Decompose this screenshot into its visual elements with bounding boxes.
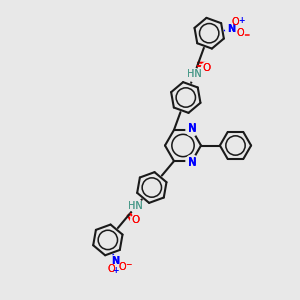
Text: N: N <box>227 24 235 34</box>
Text: O: O <box>232 16 239 27</box>
Text: −: − <box>243 31 249 40</box>
Text: HN: HN <box>187 69 202 79</box>
Circle shape <box>226 24 236 35</box>
Text: O: O <box>132 215 140 225</box>
Text: N: N <box>111 256 119 266</box>
Circle shape <box>186 124 198 136</box>
Circle shape <box>230 16 242 28</box>
Text: +: + <box>238 16 244 25</box>
Circle shape <box>186 155 198 167</box>
Text: O: O <box>132 215 140 225</box>
Circle shape <box>202 62 212 73</box>
Text: +: + <box>112 266 119 275</box>
Text: N: N <box>188 158 197 168</box>
Text: −: − <box>125 260 131 269</box>
Text: O: O <box>203 62 211 73</box>
Text: O: O <box>232 16 239 27</box>
Text: −: − <box>243 31 249 40</box>
Text: +: + <box>112 266 119 275</box>
Text: N: N <box>111 256 119 266</box>
Circle shape <box>110 255 121 266</box>
Text: O: O <box>119 262 127 272</box>
Text: O: O <box>203 62 211 73</box>
Text: N: N <box>188 157 197 167</box>
Circle shape <box>188 68 201 82</box>
Text: HN: HN <box>128 201 143 211</box>
Text: O: O <box>107 264 115 274</box>
Text: N: N <box>188 124 197 134</box>
Text: +: + <box>238 16 244 25</box>
Text: N: N <box>227 24 235 34</box>
Text: O: O <box>236 28 244 38</box>
Text: O: O <box>107 264 115 274</box>
Circle shape <box>234 27 246 39</box>
Circle shape <box>105 262 117 274</box>
Text: O: O <box>236 28 244 38</box>
Circle shape <box>117 261 129 273</box>
Circle shape <box>130 199 143 212</box>
Text: −: − <box>125 260 131 269</box>
Text: HN: HN <box>128 201 143 211</box>
Circle shape <box>130 215 141 226</box>
Text: HN: HN <box>187 69 202 79</box>
Text: O: O <box>119 262 127 272</box>
Text: N: N <box>188 123 197 134</box>
